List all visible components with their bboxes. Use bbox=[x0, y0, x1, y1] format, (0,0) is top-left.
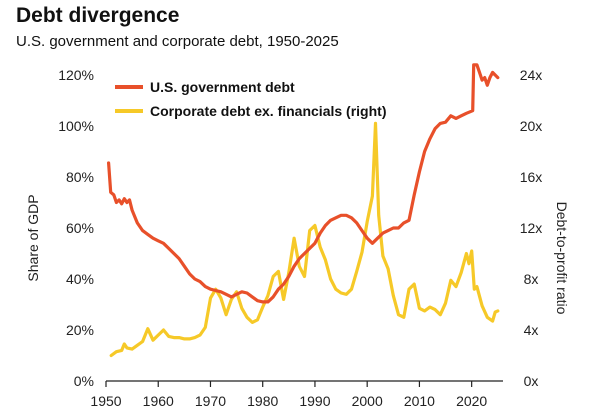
left-y-tick-label: 100% bbox=[58, 118, 94, 134]
series-line-corporate-debt bbox=[109, 121, 500, 358]
x-tick-label: 1960 bbox=[143, 393, 174, 409]
left-y-tick-label: 120% bbox=[58, 67, 94, 83]
right-y-tick-label: 12x bbox=[520, 220, 543, 236]
right-y-tick-label: 20x bbox=[520, 118, 543, 134]
x-tick-label: 2020 bbox=[456, 393, 487, 409]
x-axis-ticks: 1950 1960 1970 1980 1990 2000 2010 2020 bbox=[90, 381, 487, 409]
x-tick-label: 1970 bbox=[195, 393, 226, 409]
right-y-tick-label: 4x bbox=[524, 322, 539, 338]
right-y-tick-label: 16x bbox=[520, 169, 543, 185]
left-y-tick-label: 20% bbox=[66, 322, 94, 338]
right-y-tick-label: 24x bbox=[520, 67, 543, 83]
x-tick-label: 1980 bbox=[247, 393, 278, 409]
chart-subtitle: U.S. government and corporate debt, 1950… bbox=[16, 33, 339, 50]
series-line-government-debt bbox=[107, 63, 500, 304]
left-axis-title: Share of GDP bbox=[25, 194, 41, 281]
legend: U.S. government debt Corporate debt ex. … bbox=[115, 79, 386, 119]
legend-label-government: U.S. government debt bbox=[150, 79, 295, 95]
series-lines bbox=[107, 63, 500, 358]
right-axis-title: Debt-to-profit ratio bbox=[554, 202, 570, 315]
x-tick-label: 2010 bbox=[404, 393, 435, 409]
left-y-tick-label: 0% bbox=[74, 373, 94, 389]
legend-label-corporate: Corporate debt ex. financials (right) bbox=[150, 103, 386, 119]
x-tick-label: 1950 bbox=[90, 393, 121, 409]
right-axis-ticks: 0x 4x 8x 12x 16x 20x 24x bbox=[520, 67, 543, 389]
left-y-tick-label: 60% bbox=[66, 220, 94, 236]
left-y-tick-label: 40% bbox=[66, 271, 94, 287]
right-y-tick-label: 8x bbox=[524, 271, 539, 287]
x-tick-label: 2000 bbox=[352, 393, 383, 409]
right-y-tick-label: 0x bbox=[524, 373, 539, 389]
x-tick-label: 1990 bbox=[299, 393, 330, 409]
chart-title: Debt divergence bbox=[16, 4, 180, 27]
left-y-tick-label: 80% bbox=[66, 169, 94, 185]
left-axis-ticks: 0% 20% 40% 60% 80% 100% 120% bbox=[58, 67, 94, 389]
